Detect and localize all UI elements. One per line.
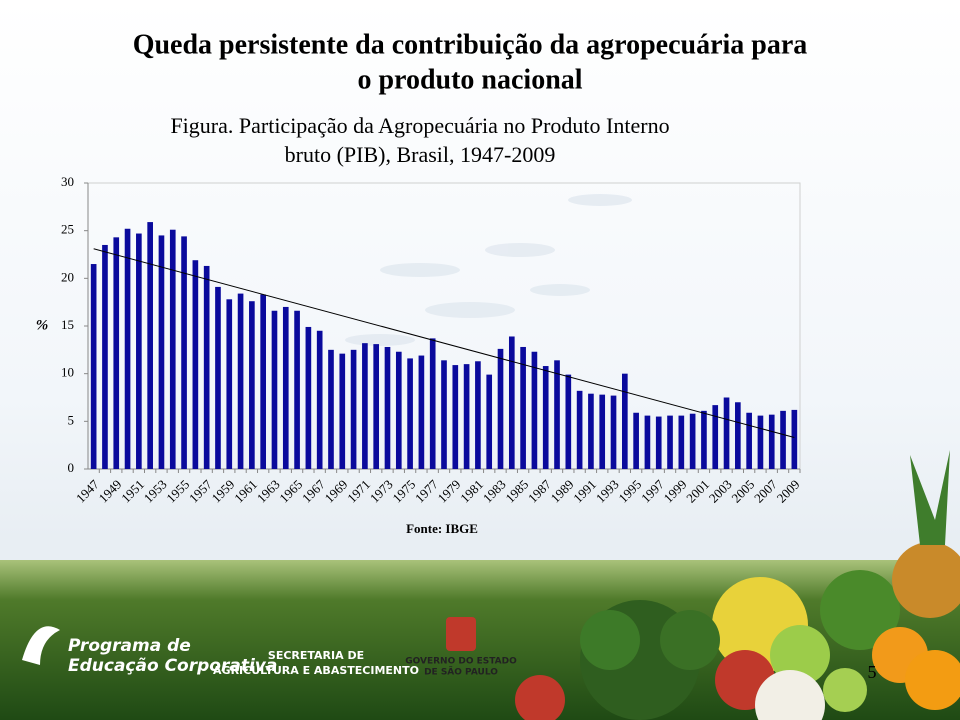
bar xyxy=(678,415,685,469)
bar xyxy=(147,222,153,469)
bar xyxy=(588,393,594,469)
bar xyxy=(712,405,719,469)
bar xyxy=(441,360,447,469)
bar xyxy=(316,330,323,469)
bar xyxy=(395,351,402,469)
y-tick-label: 15 xyxy=(61,317,74,332)
produce xyxy=(515,450,960,720)
bar xyxy=(237,293,244,469)
bar xyxy=(735,402,741,469)
bar xyxy=(768,414,775,469)
y-tick-label: 10 xyxy=(61,365,74,380)
footer-text: DE SÃO PAULO xyxy=(424,667,498,678)
bar xyxy=(158,235,165,469)
bar xyxy=(757,415,764,469)
bar xyxy=(780,410,786,469)
bar xyxy=(260,294,266,469)
bar xyxy=(667,415,673,469)
bar xyxy=(610,395,617,469)
bar xyxy=(305,326,312,469)
bar xyxy=(486,374,493,469)
footer-logo-text: Educação Corporativa xyxy=(68,656,277,676)
chart-title-line: bruto (PIB), Brasil, 1947-2009 xyxy=(285,142,556,167)
footer-text: AGRICULTURA E ABASTECIMENTO xyxy=(213,664,419,677)
y-tick-label: 0 xyxy=(68,460,75,475)
bar xyxy=(689,413,696,469)
bar xyxy=(226,299,233,469)
bar xyxy=(576,390,583,469)
y-tick-label: 25 xyxy=(61,222,74,237)
footer-logo-text: Programa de xyxy=(68,636,191,656)
bar xyxy=(124,228,131,469)
y-tick-label: 20 xyxy=(61,269,74,284)
bar xyxy=(249,301,255,469)
bar xyxy=(599,394,606,469)
coat-of-arms xyxy=(446,617,476,651)
trend-line xyxy=(93,248,795,439)
bar xyxy=(90,264,97,469)
bar xyxy=(565,374,572,469)
bar xyxy=(192,260,199,469)
bar xyxy=(350,349,357,469)
bar xyxy=(294,310,300,469)
bar xyxy=(339,353,346,469)
y-axis-label: % xyxy=(36,317,49,333)
bar xyxy=(531,351,538,469)
bar xyxy=(622,373,628,469)
bar xyxy=(136,233,142,469)
bar xyxy=(463,364,470,469)
bar xyxy=(508,336,515,469)
bar xyxy=(169,229,176,469)
bar xyxy=(791,409,798,469)
bar xyxy=(271,310,278,469)
bar xyxy=(520,346,526,469)
bar xyxy=(418,355,425,469)
page-number: 5 xyxy=(868,662,877,682)
bar xyxy=(452,365,459,469)
y-tick-label: 5 xyxy=(68,412,75,427)
footer-text: GOVERNO DO ESTADO xyxy=(405,657,517,667)
bar xyxy=(328,349,334,469)
bar xyxy=(282,306,289,469)
footer-text: SECRETARIA DE xyxy=(268,649,364,662)
bar xyxy=(723,397,730,469)
bar xyxy=(497,348,504,469)
bar xyxy=(373,344,380,469)
bar xyxy=(746,412,752,469)
bar xyxy=(554,360,560,469)
bar xyxy=(407,358,413,469)
chart-title-line: Figura. Participação da Agropecuária no … xyxy=(170,113,669,138)
bar xyxy=(362,343,368,469)
bar xyxy=(475,361,481,469)
slide-title-line: Queda persistente da contribuição da agr… xyxy=(133,29,808,60)
bar xyxy=(215,286,221,469)
logo-mark xyxy=(22,626,60,665)
source: Fonte: IBGE xyxy=(406,521,478,536)
bar xyxy=(113,237,120,469)
bar xyxy=(633,412,639,469)
bar xyxy=(701,410,707,469)
clouds xyxy=(345,194,632,346)
y-tick-label: 30 xyxy=(61,174,74,189)
bar xyxy=(429,338,436,469)
bar xyxy=(203,265,210,469)
footer: Programa de Educação Corporativa SECRETA… xyxy=(68,636,517,678)
slide-title-line: o produto nacional xyxy=(357,64,582,95)
bar xyxy=(181,236,187,469)
bar xyxy=(542,366,549,469)
bar xyxy=(102,244,108,469)
bar xyxy=(384,346,391,469)
bar xyxy=(644,415,651,469)
bar xyxy=(655,416,662,469)
